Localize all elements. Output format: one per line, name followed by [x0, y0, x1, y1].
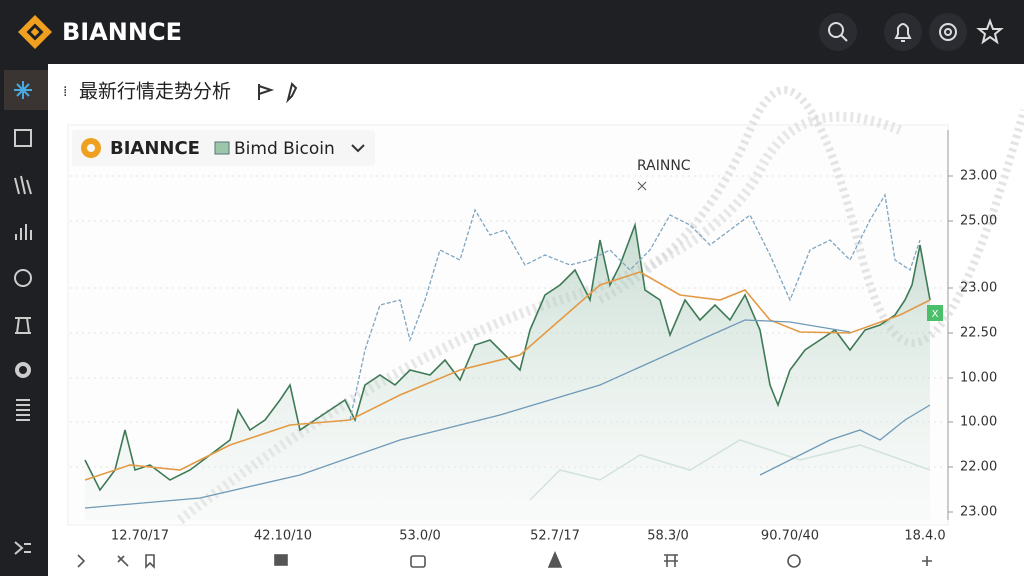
trend-line	[84, 319, 851, 509]
nav-icon[interactable]	[15, 362, 31, 378]
ma-line	[84, 271, 931, 481]
trend-line	[759, 404, 931, 476]
dropdown-arrow[interactable]	[351, 144, 365, 153]
chip-symbol: Bimd Bicoin	[234, 139, 335, 159]
x-label: 18.4.0	[904, 529, 945, 544]
settings-core	[944, 28, 952, 36]
nav-icon[interactable]	[14, 81, 32, 99]
y-label: 10.00	[960, 415, 997, 430]
nav-icon[interactable]	[15, 317, 31, 334]
nav-icon[interactable]	[14, 541, 31, 555]
tool-icon[interactable]	[922, 556, 932, 566]
settings-icon[interactable]	[939, 23, 957, 41]
nav-icon[interactable]	[15, 224, 32, 240]
sidebar	[0, 64, 48, 576]
nav-icon[interactable]	[14, 175, 32, 195]
star-icon[interactable]	[976, 18, 1004, 45]
page-title: 最新行情走势分析	[79, 81, 231, 103]
x-label: 52.7/17	[530, 529, 580, 544]
area	[85, 225, 930, 520]
grip: ⁞	[63, 84, 67, 100]
chip-icon	[214, 141, 230, 155]
chip-brand: BIANNCE	[110, 138, 200, 159]
annotation-mark	[637, 181, 647, 191]
y-label: 25.00	[960, 214, 997, 229]
x-label: 12.70/17	[111, 529, 169, 544]
y-label: 23.00	[960, 281, 997, 296]
brand: BIANNCE	[62, 18, 182, 46]
badge[interactable]	[927, 305, 943, 321]
tool-icon[interactable]	[77, 554, 86, 568]
x-label: 42.10/10	[254, 529, 312, 544]
y-label: 23.00	[960, 505, 997, 520]
settings-bg[interactable]	[929, 13, 967, 51]
y-label: 23.00	[960, 169, 997, 184]
tool-icon[interactable]	[787, 554, 801, 568]
tool-icon[interactable]	[547, 550, 563, 568]
nav-icon[interactable]	[14, 269, 32, 287]
search-handle	[840, 34, 848, 42]
annotation: RAINNC	[637, 158, 691, 174]
chip-logo-core	[87, 144, 95, 152]
flag-icon[interactable]	[258, 84, 275, 100]
backdrop-line	[598, 86, 1024, 347]
x-label: 53.0/0	[399, 529, 441, 544]
y-label: 22.00	[960, 460, 997, 475]
bell-bg[interactable]	[884, 13, 922, 51]
y-label: 10.00	[960, 371, 997, 386]
bell-icon[interactable]	[894, 23, 912, 42]
pin-icon[interactable]	[286, 82, 298, 104]
nav-icon[interactable]	[14, 129, 32, 147]
dashed-line	[349, 193, 921, 421]
tool-icon[interactable]	[145, 554, 155, 569]
nav-icon[interactable]	[16, 399, 30, 421]
badge-text: X	[932, 309, 939, 320]
tool-icon[interactable]	[274, 554, 288, 566]
search-icon[interactable]	[828, 22, 844, 38]
x-label: 90.70/40	[761, 529, 819, 544]
y-label: 22.50	[960, 326, 997, 341]
x-label: 58.3/0	[647, 529, 689, 544]
price-line	[84, 221, 931, 492]
tool-icon[interactable]	[664, 554, 678, 567]
tool-icon[interactable]	[410, 555, 426, 568]
search-bg[interactable]	[819, 13, 857, 51]
tool-icon[interactable]	[117, 555, 129, 567]
